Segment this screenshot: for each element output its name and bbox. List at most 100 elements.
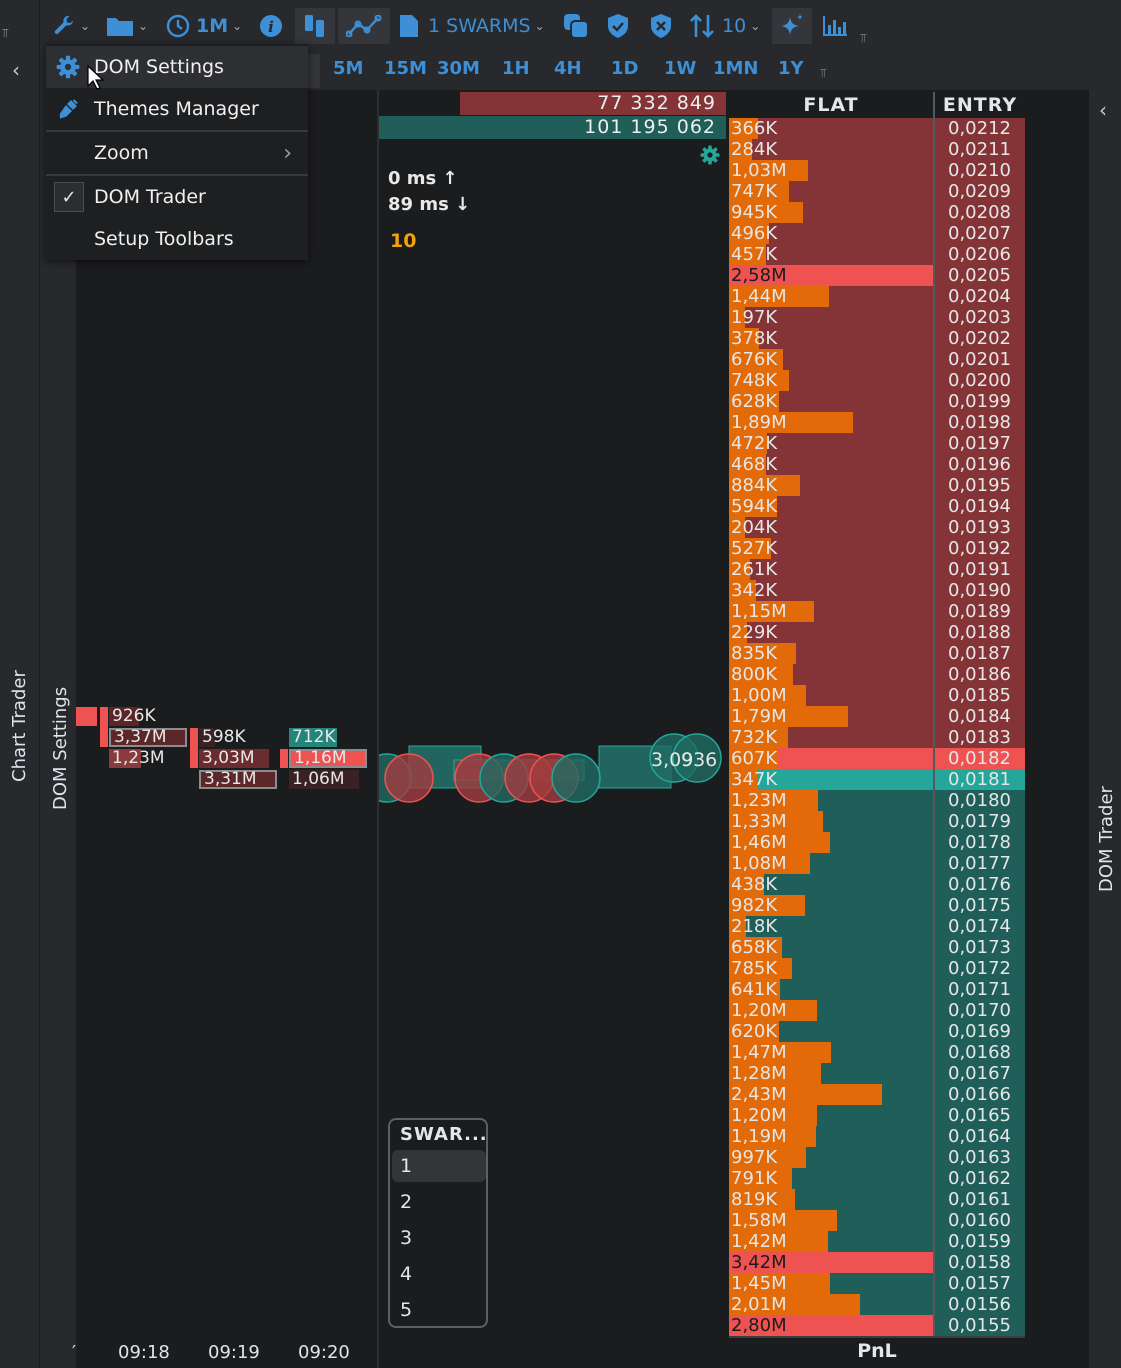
dom-row[interactable]: 229K 0,0188 [729, 622, 1025, 643]
flat-cell[interactable]: 1,00M [729, 685, 933, 706]
entry-price[interactable]: 0,0168 [934, 1042, 1025, 1063]
wrench-dropdown[interactable]: ⌄ [52, 8, 90, 44]
dom-row[interactable]: 1,23M 0,0180 [729, 790, 1025, 811]
flat-cell[interactable]: 197K [729, 307, 933, 328]
flat-cell[interactable]: 1,89M [729, 412, 933, 433]
flat-cell[interactable]: 366K [729, 118, 933, 139]
entry-price[interactable]: 0,0198 [934, 412, 1025, 433]
flat-cell[interactable]: 676K [729, 349, 933, 370]
flat-cell[interactable]: 982K [729, 895, 933, 916]
flat-cell[interactable]: 204K [729, 517, 933, 538]
flat-cell[interactable]: 1,20M [729, 1000, 933, 1021]
flat-cell[interactable]: 1,15M [729, 601, 933, 622]
flat-cell[interactable]: 884K [729, 475, 933, 496]
flat-cell[interactable]: 819K [729, 1189, 933, 1210]
flat-cell[interactable]: 1,03M [729, 160, 933, 181]
dom-row[interactable]: 457K 0,0206 [729, 244, 1025, 265]
dom-row[interactable]: 747K 0,0209 [729, 181, 1025, 202]
entry-price[interactable]: 0,0185 [934, 685, 1025, 706]
dom-row[interactable]: 732K 0,0183 [729, 727, 1025, 748]
swarm-option[interactable]: 1 [392, 1150, 486, 1182]
dom-row[interactable]: 342K 0,0190 [729, 580, 1025, 601]
flat-cell[interactable]: 378K [729, 328, 933, 349]
dom-row[interactable]: 261K 0,0191 [729, 559, 1025, 580]
entry-price[interactable]: 0,0175 [934, 895, 1025, 916]
dom-row[interactable]: 997K 0,0163 [729, 1147, 1025, 1168]
info-button[interactable]: i [259, 8, 283, 44]
flat-cell[interactable]: 2,43M [729, 1084, 933, 1105]
timeframe-30m[interactable]: 30M [437, 58, 480, 79]
dom-row[interactable]: 1,45M 0,0157 [729, 1273, 1025, 1294]
flat-cell[interactable]: 1,42M [729, 1231, 933, 1252]
flat-cell[interactable]: 2,80M [729, 1315, 933, 1336]
dom-row[interactable]: 676K 0,0201 [729, 349, 1025, 370]
entry-price[interactable]: 0,0155 [934, 1315, 1025, 1336]
entry-price[interactable]: 0,0172 [934, 958, 1025, 979]
entry-price[interactable]: 0,0195 [934, 475, 1025, 496]
flat-cell[interactable]: 658K [729, 937, 933, 958]
flat-cell[interactable]: 1,79M [729, 706, 933, 727]
flat-cell[interactable]: 800K [729, 664, 933, 685]
entry-price[interactable]: 0,0205 [934, 265, 1025, 286]
flat-cell[interactable]: 628K [729, 391, 933, 412]
entry-price[interactable]: 0,0173 [934, 937, 1025, 958]
dom-row[interactable]: 366K 0,0212 [729, 118, 1025, 139]
dom-row[interactable]: 884K 0,0195 [729, 475, 1025, 496]
dom-row[interactable]: 1,00M 0,0185 [729, 685, 1025, 706]
panel-settings-button[interactable] [700, 145, 720, 169]
flat-cell[interactable]: 347K [729, 769, 933, 790]
entry-price[interactable]: 0,0167 [934, 1063, 1025, 1084]
dom-row[interactable]: 620K 0,0169 [729, 1021, 1025, 1042]
flat-cell[interactable]: 468K [729, 454, 933, 475]
flat-cell[interactable]: 997K [729, 1147, 933, 1168]
entry-price[interactable]: 0,0211 [934, 139, 1025, 160]
dom-row[interactable]: 1,44M 0,0204 [729, 286, 1025, 307]
dom-row[interactable]: 2,58M 0,0205 [729, 265, 1025, 286]
entry-price[interactable]: 0,0197 [934, 433, 1025, 454]
trade-bubble[interactable] [384, 753, 434, 803]
entry-price[interactable]: 0,0156 [934, 1294, 1025, 1315]
entry-price[interactable]: 0,0206 [934, 244, 1025, 265]
entry-price[interactable]: 0,0174 [934, 916, 1025, 937]
dom-row[interactable]: 284K 0,0211 [729, 139, 1025, 160]
dom-row[interactable]: 197K 0,0203 [729, 307, 1025, 328]
dom-row[interactable]: 438K 0,0176 [729, 874, 1025, 895]
flat-cell[interactable]: 342K [729, 580, 933, 601]
timeframe-1y[interactable]: 1Y [778, 58, 804, 79]
entry-price[interactable]: 0,0203 [934, 307, 1025, 328]
flat-cell[interactable]: 496K [729, 223, 933, 244]
entry-price[interactable]: 0,0190 [934, 580, 1025, 601]
entry-price[interactable]: 0,0194 [934, 496, 1025, 517]
dom-row[interactable]: 1,20M 0,0165 [729, 1105, 1025, 1126]
bar-chart-button[interactable] [822, 8, 848, 44]
entry-price[interactable]: 0,0189 [934, 601, 1025, 622]
entry-price[interactable]: 0,0159 [934, 1231, 1025, 1252]
dom-row[interactable]: 468K 0,0196 [729, 454, 1025, 475]
entry-price[interactable]: 0,0165 [934, 1105, 1025, 1126]
flat-cell[interactable]: 438K [729, 874, 933, 895]
timeframe-1mn[interactable]: 1MN [713, 58, 759, 79]
entry-price[interactable]: 0,0201 [934, 349, 1025, 370]
entry-price[interactable]: 0,0199 [934, 391, 1025, 412]
menu-item-zoom[interactable]: Zoom › [46, 132, 308, 174]
dom-row[interactable]: 2,01M 0,0156 [729, 1294, 1025, 1315]
dom-ladder[interactable]: 366K 0,0212 284K 0,0211 1,03M 0,0210 747K 0,020… [729, 118, 1025, 1336]
entry-price[interactable]: 0,0158 [934, 1252, 1025, 1273]
dom-row[interactable]: 1,15M 0,0189 [729, 601, 1025, 622]
flat-cell[interactable]: 1,20M [729, 1105, 933, 1126]
entry-price[interactable]: 0,0204 [934, 286, 1025, 307]
entry-price[interactable]: 0,0196 [934, 454, 1025, 475]
dom-trader-tab[interactable]: DOM Trader [1096, 786, 1117, 892]
entry-price[interactable]: 0,0202 [934, 328, 1025, 349]
dom-row[interactable]: 347K 0,0181 [729, 769, 1025, 790]
chevron-left-icon[interactable]: ‹ [1099, 98, 1107, 122]
entry-price[interactable]: 0,0191 [934, 559, 1025, 580]
entry-price[interactable]: 0,0166 [934, 1084, 1025, 1105]
dom-row[interactable]: 800K 0,0186 [729, 664, 1025, 685]
flat-cell[interactable]: 945K [729, 202, 933, 223]
dom-row[interactable]: 1,58M 0,0160 [729, 1210, 1025, 1231]
entry-price[interactable]: 0,0179 [934, 811, 1025, 832]
flat-cell[interactable]: 747K [729, 181, 933, 202]
dom-row[interactable]: 1,47M 0,0168 [729, 1042, 1025, 1063]
dom-row[interactable]: 527K 0,0192 [729, 538, 1025, 559]
